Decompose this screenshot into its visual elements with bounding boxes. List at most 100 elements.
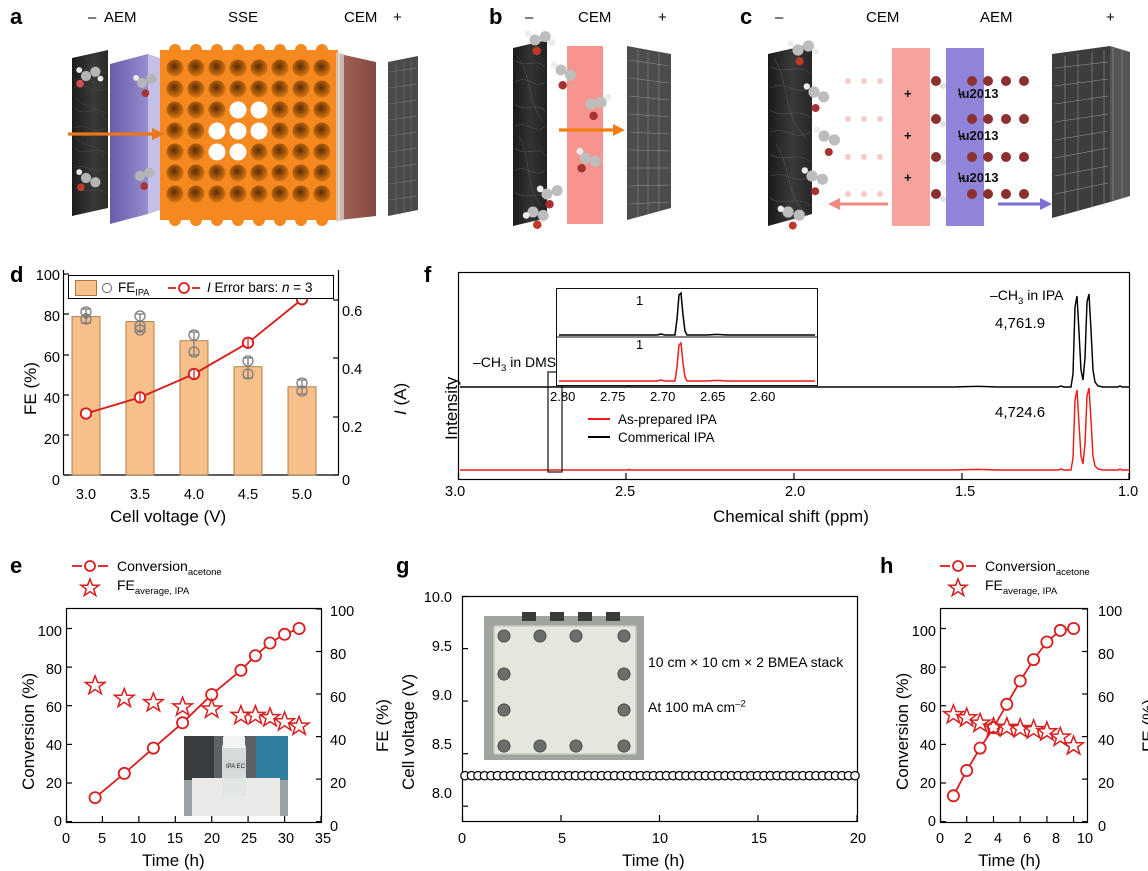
panel-d-legend-current-symbol: I [207,280,211,295]
panel-h-legend-conversion-text: Conversion [985,557,1056,574]
panel-e-xtick-15: 15 [166,831,184,847]
panel-e-y2tick-40: 40 [330,733,347,749]
panel-h-legend-conversion-label: Conversionacetone [985,557,1090,577]
panel-f-dmso-box [547,371,563,473]
panel-h-y2tick-80: 80 [1098,647,1115,663]
panel-h-legend-line-circle-icon [940,559,976,572]
svg-text:\u2013: \u2013 [958,170,998,185]
panel-b-cathode-electrode [513,40,547,226]
panel-e-legend-fe-sub: average, IPA [134,585,190,597]
panel-d-xtick-50: 5.0 [291,487,313,503]
panel-h-y2tick-60: 60 [1098,690,1115,706]
panel-g-annotation-line2: At 100 mA cm–2 [648,699,746,714]
panel-d-xtick-30: 3.0 [75,487,97,503]
panel-f-xtick-30: 3.0 [445,484,466,500]
panel-f-inset-xtick-275: 2.75 [600,389,626,404]
panel-b-schematic [475,26,710,238]
panel-f-inset-xtick-265: 2.65 [700,389,726,404]
panel-d-fe-points [80,306,308,397]
panel-f-legend-red-label: As-prepared IPA [618,411,717,427]
panel-e-y2axis-title: FE (%) [373,699,392,752]
panel-c-cathode-electrode [768,44,812,226]
panel-f-ipa-sub: 3 [1018,295,1024,307]
panel-h-legend-fe-text: FE [985,576,1003,593]
panel-e-xtick-35: 35 [314,831,332,847]
panel-g-ytick-100: 10.0 [423,590,452,606]
svg-text:+: + [904,128,912,143]
panel-h-legend-star-icon [946,576,970,597]
svg-text:+: + [904,86,912,101]
panel-f-inset-xtick-270: 2.70 [650,389,676,404]
panel-d-legend-errorbars-text: Error bars: n = 3 [210,280,313,295]
panel-e-legend-conversion-text: Conversion [117,557,188,574]
panel-d-legend-circle-icon [101,282,113,294]
panel-c-molecules [777,40,840,230]
panel-f-xtick-20: 2.0 [785,484,806,500]
panel-e-conversion-series [88,621,306,805]
panel-e-legend: Conversionacetone FEaverage, IPA [72,556,222,597]
panel-b-flow-arrow-icon [559,124,625,136]
panel-f-inset-xtick-260: 2.60 [750,389,776,404]
panel-e-legend-item-conversion: Conversionacetone [72,556,222,577]
svg-text:–: – [958,128,965,143]
panel-a-aem-label: AEM [104,9,137,26]
panel-e-xtick-30: 30 [277,831,295,847]
panel-d-xtick-40: 4.0 [183,487,205,503]
panel-c-right-arrow-icon [998,198,1052,210]
panel-e-ytick-100: 100 [37,624,62,640]
panel-c-charge-signs: + + + \u2013 \u2013 \u2013 [904,86,998,185]
panel-f-inset-black-trace [559,291,815,336]
panel-f-legend-item-black: Commerical IPA [587,428,717,446]
panel-g-inset-photo [484,612,644,760]
panel-d-legend-n-value: 3 [304,280,313,295]
panel-e-inset-photo: IPA EC [184,736,288,816]
panel-h-ytick-80: 80 [919,662,936,678]
panel-b-letter: b [489,4,502,29]
panel-h-xtick-0: 0 [935,831,945,847]
panel-d-legend-fe-text: FE [118,280,136,295]
panel-e-y2tick-20: 20 [330,776,347,792]
panel-f-dmso-rest: in DMSO [506,354,567,370]
panel-f-red-trace [460,387,1129,471]
panel-d-ytick-20: 20 [43,432,60,448]
panel-d-ytick-100: 100 [35,268,60,284]
panel-e-y2tick-60: 60 [330,690,347,706]
panel-c-aem-membrane [946,48,984,226]
panel-c-left-arrow-icon [828,198,888,210]
panel-g-xtick-5: 5 [557,831,567,847]
panel-d-ytick-60: 60 [43,350,60,366]
panel-e-xtick-20: 20 [203,831,221,847]
panel-b-neg-label: – [525,9,534,26]
panel-b-anode-electrode [627,46,671,220]
panel-e-ytick-40: 40 [45,738,62,754]
panel-d-legend-current-label: I Error bars: n = 3 [207,280,312,295]
panel-h-y2tick-20: 20 [1098,776,1115,792]
panel-g-ytick-90: 9.0 [431,688,452,704]
panel-h-legend-fe-label: FEaverage, IPA [985,576,1057,596]
panel-f-ipa-annotation: –CH3 in IPA [990,287,1064,306]
panel-h-xtick-8: 8 [1051,831,1061,847]
panel-g-annotation-line1: 10 cm × 10 cm × 2 BMEA stack [648,654,844,670]
panel-a-cem-label: CEM [344,9,378,26]
panel-f-xtick-25: 2.5 [615,484,636,500]
panel-f-inset [556,288,818,386]
panel-f-red-integral: 4,724.6 [995,404,1046,421]
panel-e-legend-line-circle-icon [72,559,108,572]
panel-h-conversion-series [946,621,1081,803]
panel-f-black-integral: 4,761.9 [995,315,1046,332]
panel-d-plot [62,270,340,482]
svg-text:\u2013: \u2013 [958,86,998,101]
panel-h-y2axis-title: FE (%) [1139,699,1148,752]
panel-f-inset-black-integral: 1 [636,293,644,308]
panel-e-xtick-0: 0 [61,831,71,847]
panel-f-legend-black-line-icon [588,435,610,439]
panel-h-fe-series [941,702,1086,756]
panel-e-ytick-80: 80 [45,662,62,678]
panel-g-ytick-95: 9.5 [431,639,452,655]
panel-h-legend: Conversionacetone FEaverage, IPA [940,556,1090,597]
panel-h-letter: h [880,553,893,578]
panel-f-dmso-text: –CH [473,354,502,370]
panel-f-ipa-text: –CH [990,287,1019,303]
panel-e-ytick-60: 60 [45,700,62,716]
panel-a-flow-arrow-icon [68,128,165,140]
